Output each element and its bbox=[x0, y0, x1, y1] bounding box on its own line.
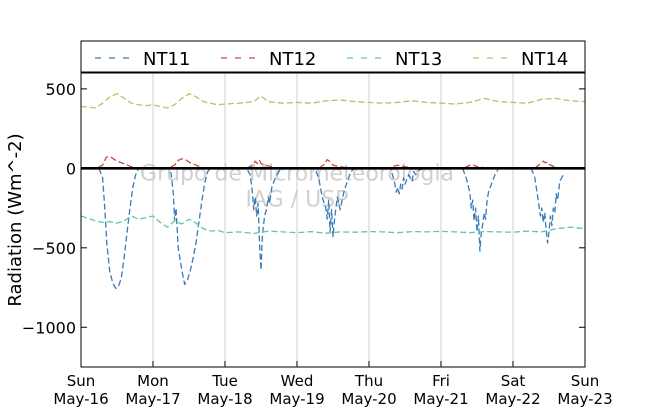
legend-label: NT13 bbox=[395, 49, 442, 70]
x-tick-date: May-23 bbox=[557, 390, 612, 408]
x-tick-day: Sun bbox=[571, 372, 600, 390]
y-tick-label: −500 bbox=[32, 239, 76, 258]
x-tick-date: May-17 bbox=[125, 390, 180, 408]
x-tick-day: Sun bbox=[67, 372, 96, 390]
watermark-text: Grupo de Micrometeorologia bbox=[140, 161, 454, 186]
series-line-nt13 bbox=[81, 215, 585, 235]
x-tick-day: Mon bbox=[137, 372, 169, 390]
y-axis-label-group: Radiation (Wm^-2) bbox=[5, 133, 26, 306]
legend-label: NT12 bbox=[269, 49, 316, 70]
x-tick-day: Fri bbox=[432, 372, 450, 390]
y-axis: 500 0 −500 −1000 bbox=[22, 80, 585, 337]
y-tick-label: 0 bbox=[66, 159, 76, 178]
series-lines bbox=[81, 93, 585, 289]
x-tick-day: Wed bbox=[281, 372, 314, 390]
y-tick-label: −1000 bbox=[22, 318, 76, 337]
y-tick-label: 500 bbox=[45, 80, 76, 99]
legend-label: NT14 bbox=[521, 49, 568, 70]
x-tick-date: May-21 bbox=[413, 390, 468, 408]
plot-frame bbox=[80, 72, 586, 368]
x-tick-date: May-22 bbox=[485, 390, 540, 408]
x-tick-date: May-20 bbox=[341, 390, 396, 408]
x-tick-day: Tue bbox=[211, 372, 238, 390]
y-axis-label: Radiation (Wm^-2) bbox=[5, 133, 26, 306]
legend-label: NT11 bbox=[143, 49, 190, 70]
watermark-text: IAG / USP bbox=[246, 187, 349, 212]
legend-box bbox=[80, 40, 586, 73]
x-tick-date: May-19 bbox=[269, 390, 324, 408]
series-line-nt12 bbox=[81, 155, 564, 170]
series-line-nt11 bbox=[81, 167, 564, 289]
x-tick-date: May-18 bbox=[197, 390, 252, 408]
x-tick-date: May-16 bbox=[53, 390, 108, 408]
x-axis: SunMay-16MonMay-17TueMay-18WedMay-19ThuM… bbox=[53, 361, 613, 408]
x-tick-day: Thu bbox=[354, 372, 383, 390]
vertical-grid bbox=[152, 73, 514, 367]
x-tick-day: Sat bbox=[501, 372, 526, 390]
legend: NT11 NT12 NT13 NT14 bbox=[80, 40, 586, 73]
